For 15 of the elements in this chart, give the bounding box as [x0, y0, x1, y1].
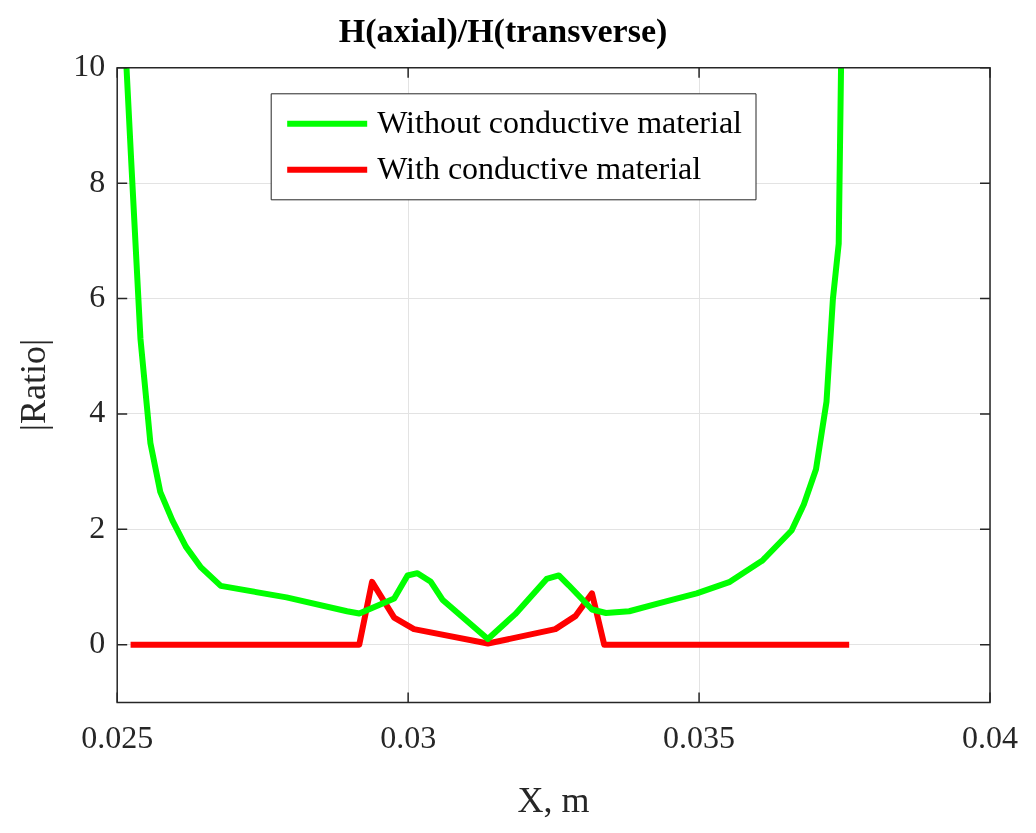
y-tick-label: 0 — [89, 624, 106, 661]
chart-title: H(axial)/H(transverse) — [338, 12, 668, 51]
y-axis-title: |Ratio| — [13, 338, 54, 432]
y-tick-label: 4 — [89, 393, 106, 430]
x-tick-label: 0.03 — [380, 719, 437, 756]
x-tick-label: 0.035 — [663, 719, 736, 756]
legend-label: Without conductive material — [377, 104, 743, 141]
y-tick-label: 6 — [89, 277, 106, 314]
x-tick-label: 0.04 — [962, 719, 1018, 756]
legend-label: With conductive material — [377, 150, 702, 187]
x-axis-title: X, m — [517, 779, 590, 820]
y-tick-label: 10 — [73, 47, 106, 84]
y-tick-label: 8 — [89, 162, 106, 199]
y-tick-label: 2 — [89, 508, 106, 545]
x-tick-label: 0.025 — [81, 719, 154, 756]
